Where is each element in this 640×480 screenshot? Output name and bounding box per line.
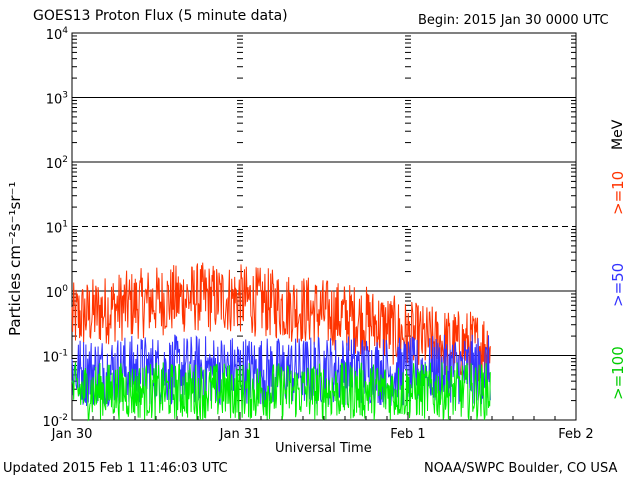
updated-timestamp: Updated 2015 Feb 1 11:46:03 UTC <box>3 461 228 476</box>
x-tick-label: Feb 2 <box>558 427 593 442</box>
x-tick-label: Feb 1 <box>390 427 425 442</box>
legend-item-100: >=100 <box>609 346 627 400</box>
y-tick-label: 104 <box>46 26 69 43</box>
series-line <box>71 262 491 383</box>
y-tick-label: 10-2 <box>42 413 68 430</box>
legend-unit: MeV <box>610 119 626 150</box>
chart-title: GOES13 Proton Flux (5 minute data) <box>33 8 288 24</box>
y-tick-label: 103 <box>46 91 68 108</box>
legend-item-50: >=50 <box>609 262 627 307</box>
begin-time: Begin: 2015 Jan 30 0000 UTC <box>418 13 609 28</box>
legend-item-10: >=10 <box>609 170 627 215</box>
series-line <box>71 362 491 422</box>
y-tick-label: 100 <box>46 284 69 301</box>
y-tick-label: 101 <box>46 220 68 237</box>
x-axis-label: Universal Time <box>275 441 372 456</box>
x-tick-label: Jan 31 <box>219 427 261 442</box>
y-axis-label: Particles cm⁻²s⁻¹sr⁻¹ <box>6 181 24 336</box>
y-tick-label: 102 <box>46 155 68 172</box>
y-tick-label: 10-1 <box>42 349 68 366</box>
x-tick-label: Jan 30 <box>51 427 93 442</box>
credit-text: NOAA/SWPC Boulder, CO USA <box>424 461 618 476</box>
